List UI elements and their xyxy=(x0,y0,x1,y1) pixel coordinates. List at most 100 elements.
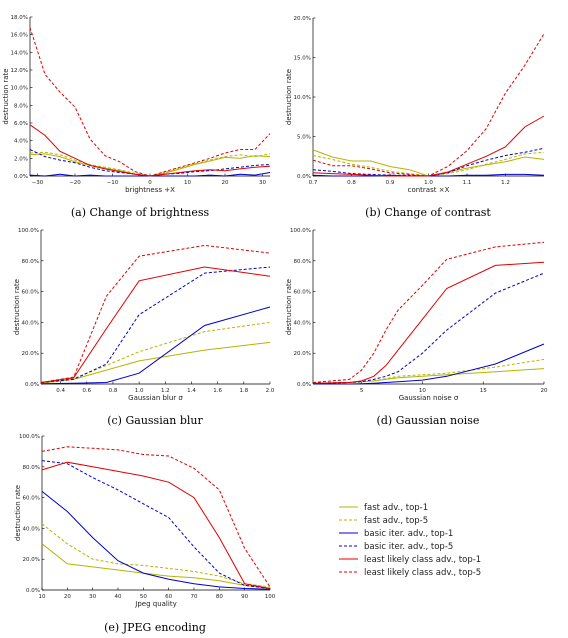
series-line xyxy=(41,461,271,589)
x-tick-label: 70 xyxy=(191,594,198,600)
series-line xyxy=(40,266,271,383)
legend-entry: fast adv., top-1 xyxy=(364,503,428,513)
x-tick-label: 0.9 xyxy=(386,180,395,186)
series-line xyxy=(29,151,271,177)
x-tick-label: 0.8 xyxy=(347,180,356,186)
y-tick-label: 0.0% xyxy=(26,588,40,594)
x-tick-label: 1.0 xyxy=(424,180,433,186)
legend-entry: least likely class adv., top-1 xyxy=(364,555,481,565)
series-line xyxy=(40,341,271,384)
series-line xyxy=(312,33,545,177)
y-tick-label: 10.0% xyxy=(11,86,28,92)
y-tick-label: 80.0% xyxy=(294,259,311,265)
y-tick-label: 80.0% xyxy=(23,465,40,471)
series-line xyxy=(41,523,271,588)
series-line xyxy=(29,149,271,177)
y-tick-label: 0.0% xyxy=(14,174,28,180)
y-tick-label: 5.0% xyxy=(297,135,311,141)
panel-caption: (d) Gaussian noise xyxy=(377,414,480,427)
y-tick-label: 20.0% xyxy=(294,16,311,22)
x-tick-label: 2.0 xyxy=(266,388,275,394)
x-tick-label: −20 xyxy=(69,180,81,186)
series-line xyxy=(312,241,545,383)
x-tick-label: 0.4 xyxy=(56,388,65,394)
y-tick-label: 18.0% xyxy=(11,15,28,21)
x-tick-label: 30 xyxy=(89,594,96,600)
series-line xyxy=(40,266,271,383)
y-tick-label: 4.0% xyxy=(14,139,28,145)
y-tick-label: 20.0% xyxy=(294,351,311,357)
y-tick-label: 60.0% xyxy=(294,290,311,296)
y-tick-label: 0.0% xyxy=(297,174,311,180)
y-tick-label: 20.0% xyxy=(22,351,39,357)
x-tick-label: 10 xyxy=(39,594,46,600)
chart-panel: 0.0% 20.0% 40.0% 60.0% 80.0% 100.0% 10 20 30 40 50… xyxy=(14,434,276,634)
x-tick-label: 90 xyxy=(241,594,248,600)
x-axis-label: Gaussian blur σ xyxy=(128,394,183,402)
x-axis-label: brightness +X xyxy=(125,186,175,194)
y-tick-label: 8.0% xyxy=(14,103,28,109)
panel-caption: (e) JPEG encoding xyxy=(104,621,206,634)
series-line xyxy=(312,151,545,177)
x-tick-label: 0 xyxy=(148,180,152,186)
series-line xyxy=(312,261,545,384)
x-tick-label: 1.1 xyxy=(463,180,472,186)
legend-entry: basic iter. adv., top-1 xyxy=(364,529,453,539)
y-tick-label: 40.0% xyxy=(22,320,39,326)
y-tick-label: 60.0% xyxy=(22,290,39,296)
y-axis-label: destruction rate xyxy=(285,279,293,335)
x-tick-label: 40 xyxy=(115,594,122,600)
x-tick-label: 15 xyxy=(480,388,487,394)
panel-caption: (c) Gaussian blur xyxy=(107,414,203,427)
y-tick-label: 0.0% xyxy=(297,382,311,388)
series-line xyxy=(313,343,545,385)
x-tick-label: 0.7 xyxy=(309,180,318,186)
x-tick-label: 0.8 xyxy=(109,388,118,394)
chart-panel: 0.0% 5.0% 10.0% 15.0% 20.0% 0.7 0.8 0.9 1.0 1.1 1.… xyxy=(285,16,545,219)
chart-panel: 0.0% 20.0% 40.0% 60.0% 80.0% 100.0% 0.4 0.6 0.8 1… xyxy=(13,228,275,427)
x-tick-label: 50 xyxy=(140,594,147,600)
series-line xyxy=(29,27,271,177)
x-tick-label: 20 xyxy=(222,180,229,186)
y-tick-label: 40.0% xyxy=(23,526,40,532)
y-tick-label: 10.0% xyxy=(294,95,311,101)
y-tick-label: 14.0% xyxy=(11,50,28,56)
y-tick-label: 80.0% xyxy=(22,259,39,265)
x-tick-label: 10 xyxy=(184,180,191,186)
y-axis-label: destruction rate xyxy=(13,279,21,335)
series-line xyxy=(40,306,271,385)
x-tick-label: 5 xyxy=(360,388,364,394)
x-tick-label: 0.6 xyxy=(82,388,91,394)
y-tick-label: 2.0% xyxy=(14,156,28,162)
series-line xyxy=(40,244,271,383)
y-tick-label: 100.0% xyxy=(19,434,40,440)
y-tick-label: 100.0% xyxy=(18,228,39,234)
y-tick-label: 12.0% xyxy=(11,68,28,74)
y-tick-label: 20.0% xyxy=(23,557,40,563)
x-axis-label: Gaussian noise σ xyxy=(399,394,459,402)
series-line xyxy=(312,147,545,177)
panel-caption: (b) Change of contrast xyxy=(365,206,491,219)
x-axis-label: contrast ×X xyxy=(408,186,450,194)
panel-caption: (a) Change of brightness xyxy=(71,206,210,219)
x-tick-label: 1.4 xyxy=(187,388,196,394)
x-tick-label: 20 xyxy=(64,594,71,600)
series-line xyxy=(312,115,545,177)
series-line xyxy=(40,321,271,384)
x-tick-label: −10 xyxy=(107,180,119,186)
x-tick-label: −30 xyxy=(32,180,44,186)
x-tick-label: 1.2 xyxy=(161,388,170,394)
y-tick-label: 60.0% xyxy=(23,496,40,502)
series-line xyxy=(41,543,271,589)
x-tick-label: 1.2 xyxy=(501,180,510,186)
chart-panel: 0.0% 2.0% 4.0% 6.0% 8.0% 10.0% 12.0% 14.0% 16.0%… xyxy=(2,15,271,219)
series-line xyxy=(312,272,545,384)
series-line xyxy=(41,491,271,590)
series-line xyxy=(41,460,271,589)
x-tick-label: 80 xyxy=(216,594,223,600)
x-tick-label: 10 xyxy=(419,388,426,394)
y-tick-label: 40.0% xyxy=(294,320,311,326)
x-tick-label: 1.6 xyxy=(213,388,222,394)
x-tick-label: 1.8 xyxy=(239,388,248,394)
